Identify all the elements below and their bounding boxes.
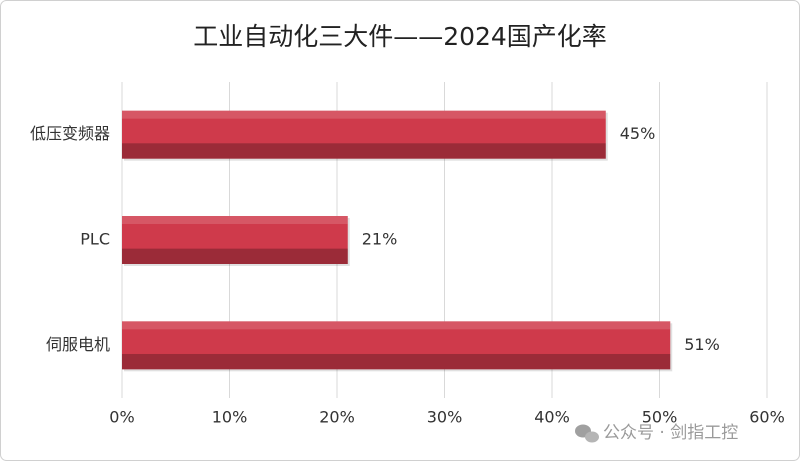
bar-highlight: [122, 110, 606, 119]
x-tick-label: 30%: [427, 408, 463, 427]
x-tick-label: 50%: [642, 408, 678, 427]
x-tick-label: 0%: [109, 408, 134, 427]
bar-shade: [122, 353, 671, 370]
watermark: 公众号 · 剑指工控: [603, 423, 738, 443]
y-tick-label: PLC: [80, 230, 110, 249]
x-tick-label: 40%: [534, 408, 570, 427]
bar-shade: [122, 248, 348, 264]
x-tick-label: 20%: [319, 408, 355, 427]
bar-shade: [122, 143, 606, 159]
bar: [122, 216, 348, 264]
y-tick-label: 伺服电机: [46, 335, 110, 354]
x-tick-label: 10%: [212, 408, 248, 427]
chart-title: 工业自动化三大件——2024国产化率: [193, 22, 607, 51]
bar-highlight: [122, 321, 671, 330]
y-tick-label: 低压变频器: [30, 124, 110, 143]
data-label: 51%: [684, 335, 720, 354]
data-label: 21%: [362, 230, 398, 249]
bar-highlight: [122, 216, 348, 224]
x-tick-label: 60%: [749, 408, 785, 427]
bar: [122, 110, 606, 159]
data-label: 45%: [620, 124, 656, 143]
watermark-icon: [575, 424, 599, 443]
bar: [122, 321, 671, 370]
